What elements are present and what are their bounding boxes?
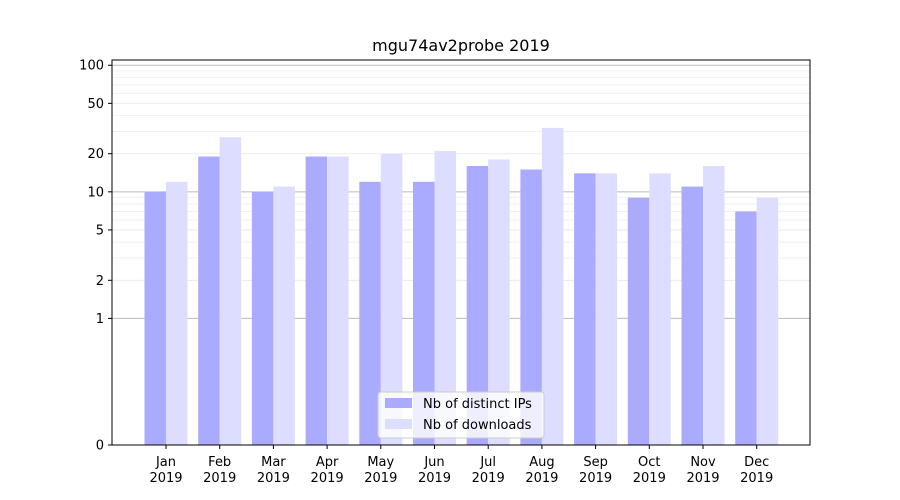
bar-distinct-ips bbox=[466, 165, 489, 446]
x-tick-label-year: 2019 bbox=[633, 471, 666, 486]
bar-downloads bbox=[756, 197, 779, 445]
legend-label-ips: Nb of distinct IPs bbox=[423, 397, 532, 412]
bar-downloads bbox=[219, 137, 242, 446]
x-tick-label-year: 2019 bbox=[364, 471, 397, 486]
x-tick-label-month: Jun bbox=[423, 455, 444, 470]
y-axis: 0 1 2 5 10 20 50 100 bbox=[79, 59, 112, 454]
bar-distinct-ips bbox=[520, 169, 542, 445]
x-tick-label-year: 2019 bbox=[686, 471, 719, 486]
x-tick-label-year: 2019 bbox=[525, 471, 558, 486]
chart-title: mgu74av2probe 2019 bbox=[372, 36, 550, 55]
y-tick-label: 10 bbox=[87, 185, 104, 200]
bar-distinct-ips bbox=[627, 197, 650, 445]
x-tick-label-year: 2019 bbox=[257, 471, 290, 486]
bar-downloads bbox=[541, 127, 564, 445]
x-tick-label-month: Nov bbox=[690, 455, 716, 470]
bar-downloads bbox=[434, 151, 456, 445]
y-tick-label: 0 bbox=[96, 439, 104, 454]
bar-downloads bbox=[380, 153, 403, 446]
y-tick-label: 1 bbox=[96, 312, 104, 327]
y-tick-label: 2 bbox=[96, 274, 104, 289]
bar-downloads bbox=[649, 173, 671, 445]
bar-distinct-ips bbox=[359, 181, 381, 445]
x-tick-label-month: Dec bbox=[744, 455, 769, 470]
x-tick-label-year: 2019 bbox=[418, 471, 451, 486]
legend-swatch-downloads bbox=[385, 419, 412, 429]
bar-downloads bbox=[327, 156, 349, 446]
y-tick-label: 50 bbox=[87, 97, 104, 112]
bars bbox=[144, 127, 779, 446]
bar-downloads bbox=[703, 165, 725, 446]
x-axis: Jan2019Feb2019Mar2019Apr2019May2019Jun20… bbox=[149, 445, 773, 486]
plot-frame bbox=[111, 59, 811, 446]
legend-swatch-ips bbox=[385, 398, 412, 408]
y-tick-label: 100 bbox=[79, 59, 104, 74]
y-tick-label: 5 bbox=[96, 223, 104, 238]
x-tick-label-year: 2019 bbox=[311, 471, 344, 486]
x-tick-label-year: 2019 bbox=[740, 471, 773, 486]
legend: Nb of distinct IPs Nb of downloads bbox=[377, 391, 545, 439]
bar-distinct-ips bbox=[251, 191, 274, 445]
x-tick-label-month: Jul bbox=[479, 455, 496, 470]
bar-distinct-ips bbox=[413, 181, 435, 445]
x-tick-label-month: Apr bbox=[316, 455, 339, 470]
legend-label-downloads: Nb of downloads bbox=[423, 418, 532, 433]
bar-downloads bbox=[273, 186, 295, 446]
bar-distinct-ips bbox=[198, 156, 220, 446]
legend-box bbox=[377, 391, 545, 439]
x-tick-label-year: 2019 bbox=[203, 471, 236, 486]
x-tick-label-year: 2019 bbox=[472, 471, 505, 486]
x-tick-label-month: Aug bbox=[529, 455, 554, 470]
x-tick-label-year: 2019 bbox=[149, 471, 182, 486]
x-tick-label-year: 2019 bbox=[579, 471, 612, 486]
bar-downloads bbox=[488, 159, 510, 445]
y-tick-label: 20 bbox=[87, 147, 104, 162]
x-tick-label-month: May bbox=[367, 455, 394, 470]
x-tick-label-month: Sep bbox=[583, 455, 608, 470]
x-tick-label-month: Oct bbox=[638, 455, 660, 470]
bar-downloads bbox=[595, 173, 618, 445]
bar-downloads bbox=[166, 181, 188, 445]
x-tick-label-month: Mar bbox=[261, 455, 286, 470]
x-tick-label-month: Jan bbox=[155, 455, 176, 470]
bar-distinct-ips bbox=[144, 191, 166, 445]
bar-distinct-ips bbox=[681, 186, 703, 446]
bar-distinct-ips bbox=[305, 156, 328, 446]
bar-distinct-ips bbox=[735, 211, 757, 445]
x-tick-label-month: Feb bbox=[208, 455, 231, 470]
bar-distinct-ips bbox=[574, 173, 596, 445]
